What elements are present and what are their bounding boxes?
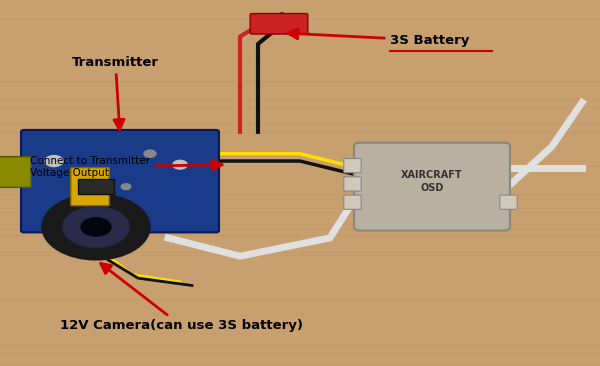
FancyBboxPatch shape <box>500 195 517 209</box>
Circle shape <box>173 160 187 169</box>
Circle shape <box>63 207 129 247</box>
FancyBboxPatch shape <box>21 130 219 232</box>
Circle shape <box>42 194 150 260</box>
Text: Connect to Transmitter
Voltage Output: Connect to Transmitter Voltage Output <box>30 156 222 178</box>
Circle shape <box>81 218 111 236</box>
FancyBboxPatch shape <box>344 158 361 173</box>
FancyBboxPatch shape <box>344 195 361 209</box>
FancyBboxPatch shape <box>250 14 308 34</box>
Circle shape <box>121 184 131 190</box>
Text: 12V Camera(can use 3S battery): 12V Camera(can use 3S battery) <box>60 264 303 332</box>
Text: Transmitter: Transmitter <box>72 56 159 130</box>
FancyBboxPatch shape <box>344 177 361 191</box>
Circle shape <box>144 150 156 157</box>
FancyBboxPatch shape <box>354 143 510 231</box>
Bar <box>78 179 114 194</box>
Circle shape <box>45 156 63 167</box>
FancyBboxPatch shape <box>0 157 31 187</box>
Text: XAIRCRAFT
OSD: XAIRCRAFT OSD <box>401 169 463 193</box>
Text: 3S Battery: 3S Battery <box>288 29 469 47</box>
FancyBboxPatch shape <box>71 168 109 206</box>
